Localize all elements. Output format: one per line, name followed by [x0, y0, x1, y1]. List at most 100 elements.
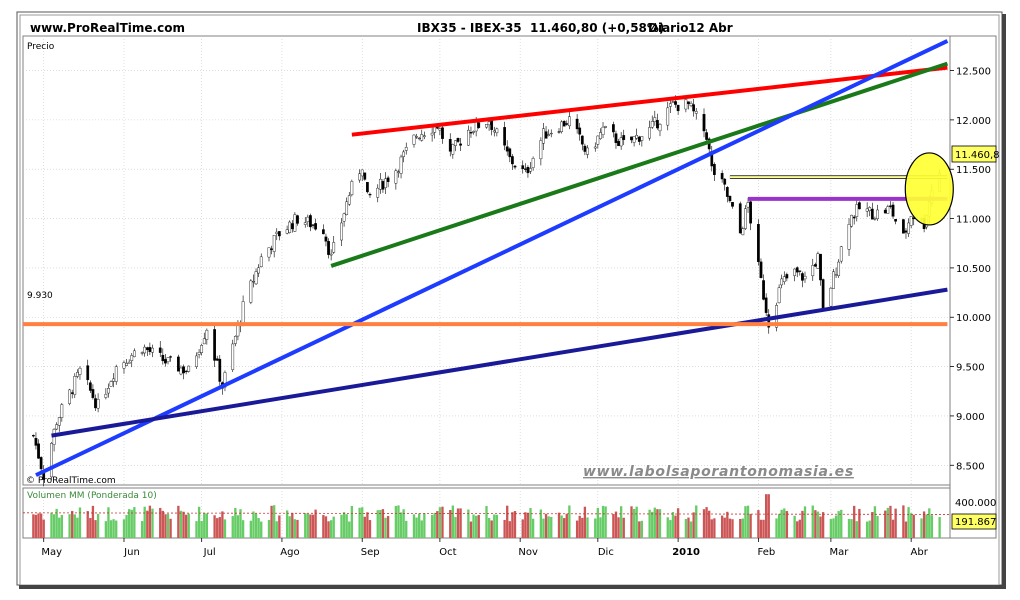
candle-body [539, 140, 543, 160]
candle-body [586, 147, 589, 155]
candle-body [50, 443, 53, 478]
candle-body [252, 281, 255, 283]
volume-bar [402, 509, 405, 538]
x-tick-label: Abr [911, 547, 929, 558]
volume-bar [179, 510, 183, 538]
volume-bar [524, 512, 527, 538]
candle-body [705, 132, 708, 140]
volume-bar [840, 509, 843, 538]
volume-bar [368, 520, 372, 538]
volume-bar [586, 517, 589, 538]
candle-body [158, 347, 162, 353]
candle-body [112, 378, 115, 382]
candle-body [404, 147, 408, 151]
candle-body [894, 219, 897, 222]
candle-body [55, 424, 59, 430]
volume-bar [340, 514, 343, 538]
volume-bar [581, 517, 584, 538]
candle-body [746, 202, 750, 208]
candle-body [744, 208, 747, 229]
x-tick-label: Mar [829, 547, 849, 558]
volume-bar [249, 520, 253, 538]
candle-body [702, 114, 706, 132]
candle-body [668, 103, 672, 107]
volume-bar [648, 509, 651, 538]
volume-bar [653, 507, 656, 538]
y-tick-label: 12.500 [956, 67, 991, 78]
candle-body [254, 271, 258, 285]
candle-body [397, 171, 400, 173]
candle-body [839, 246, 843, 262]
volume-bar [433, 512, 436, 538]
volume-bar [837, 511, 840, 538]
candle-body [523, 168, 527, 170]
volume-bar [91, 505, 95, 538]
last-price: 11.460,80 (+0,58%) [530, 21, 665, 35]
volume-bar [34, 514, 38, 538]
candle-body [31, 435, 35, 437]
volume-bar [780, 509, 783, 538]
volume-bar [601, 505, 605, 538]
candle-body [68, 389, 71, 404]
candle-body [601, 126, 605, 135]
candle-body [780, 278, 784, 286]
volume-bar [68, 514, 71, 538]
candle-body [402, 151, 406, 157]
trendline-navy [51, 287, 948, 438]
candle-body [277, 231, 281, 237]
candle-body [472, 131, 475, 133]
volume-bar [109, 520, 113, 538]
volume-bar [759, 519, 763, 538]
volume-bar [358, 507, 361, 538]
candle-body [596, 135, 600, 145]
candle-body [179, 367, 183, 375]
candle-body [249, 280, 253, 303]
volume-bar [578, 515, 581, 538]
candle-body [852, 216, 856, 219]
candle-body [676, 104, 680, 112]
candle-body [231, 343, 235, 370]
volume-bar [853, 505, 856, 538]
candle-body [275, 231, 279, 234]
candle-body [658, 124, 662, 132]
volume-bar [278, 515, 281, 538]
volume-bar [381, 509, 385, 538]
volume-bar [363, 516, 366, 538]
candle-body [687, 101, 690, 104]
candle-body [381, 181, 385, 190]
volume-bar [39, 513, 43, 538]
volume-bar [511, 512, 514, 538]
candle-body [560, 121, 563, 133]
volume-bar [112, 519, 115, 538]
volume-bar [125, 514, 128, 538]
volume-bar [159, 507, 162, 538]
volume-bar [710, 519, 713, 538]
volume-bar [775, 518, 778, 538]
candle-body [614, 133, 618, 143]
volume-bar [270, 505, 273, 538]
volume-bar [583, 506, 587, 538]
volume-bar [938, 516, 941, 538]
volume-bar [405, 520, 408, 538]
candle-body [694, 111, 698, 114]
candle-body [169, 356, 172, 358]
watermark: www.labolsaporantonomasia.es [583, 464, 854, 480]
volume-bar [640, 520, 644, 538]
volume-bar [676, 508, 680, 538]
volume-bar [928, 508, 931, 538]
volume-bar [441, 506, 444, 538]
volume-bar [324, 516, 328, 538]
candle-body [350, 181, 354, 196]
candle-body [314, 223, 317, 230]
candle-body [580, 135, 584, 145]
candle-body [233, 335, 237, 344]
volume-bar [55, 508, 58, 538]
candle-body [145, 347, 149, 350]
trendlines [23, 39, 954, 477]
candle-body [366, 182, 369, 193]
price-label: Precio [27, 42, 55, 52]
instrument-name: IBX35 - IBEX-35 [417, 21, 522, 35]
volume-bar [423, 513, 426, 538]
volume-bar [886, 507, 890, 538]
candle-body [829, 287, 833, 307]
